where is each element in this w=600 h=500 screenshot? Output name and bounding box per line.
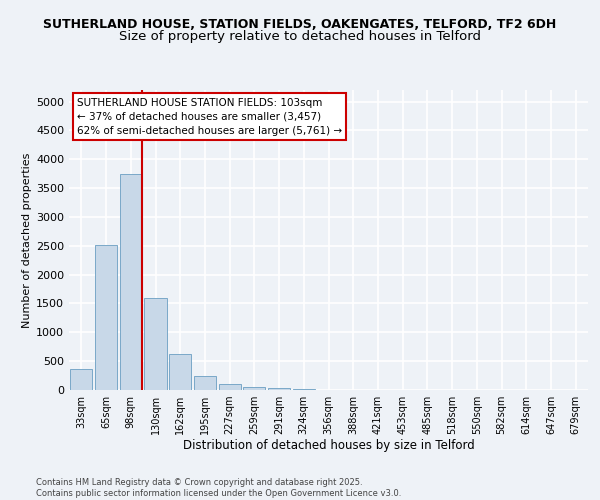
- Text: SUTHERLAND HOUSE, STATION FIELDS, OAKENGATES, TELFORD, TF2 6DH: SUTHERLAND HOUSE, STATION FIELDS, OAKENG…: [43, 18, 557, 30]
- Bar: [169, 354, 191, 390]
- Bar: [268, 388, 290, 390]
- X-axis label: Distribution of detached houses by size in Telford: Distribution of detached houses by size …: [182, 438, 475, 452]
- Bar: [218, 384, 241, 390]
- Bar: [293, 389, 315, 390]
- Text: Size of property relative to detached houses in Telford: Size of property relative to detached ho…: [119, 30, 481, 43]
- Text: SUTHERLAND HOUSE STATION FIELDS: 103sqm
← 37% of detached houses are smaller (3,: SUTHERLAND HOUSE STATION FIELDS: 103sqm …: [77, 98, 342, 136]
- Bar: [243, 387, 265, 390]
- Text: Contains HM Land Registry data © Crown copyright and database right 2025.
Contai: Contains HM Land Registry data © Crown c…: [36, 478, 401, 498]
- Bar: [70, 368, 92, 390]
- Bar: [95, 244, 117, 390]
- Bar: [119, 174, 142, 390]
- Bar: [194, 376, 216, 390]
- Y-axis label: Number of detached properties: Number of detached properties: [22, 152, 32, 328]
- Bar: [145, 298, 167, 390]
